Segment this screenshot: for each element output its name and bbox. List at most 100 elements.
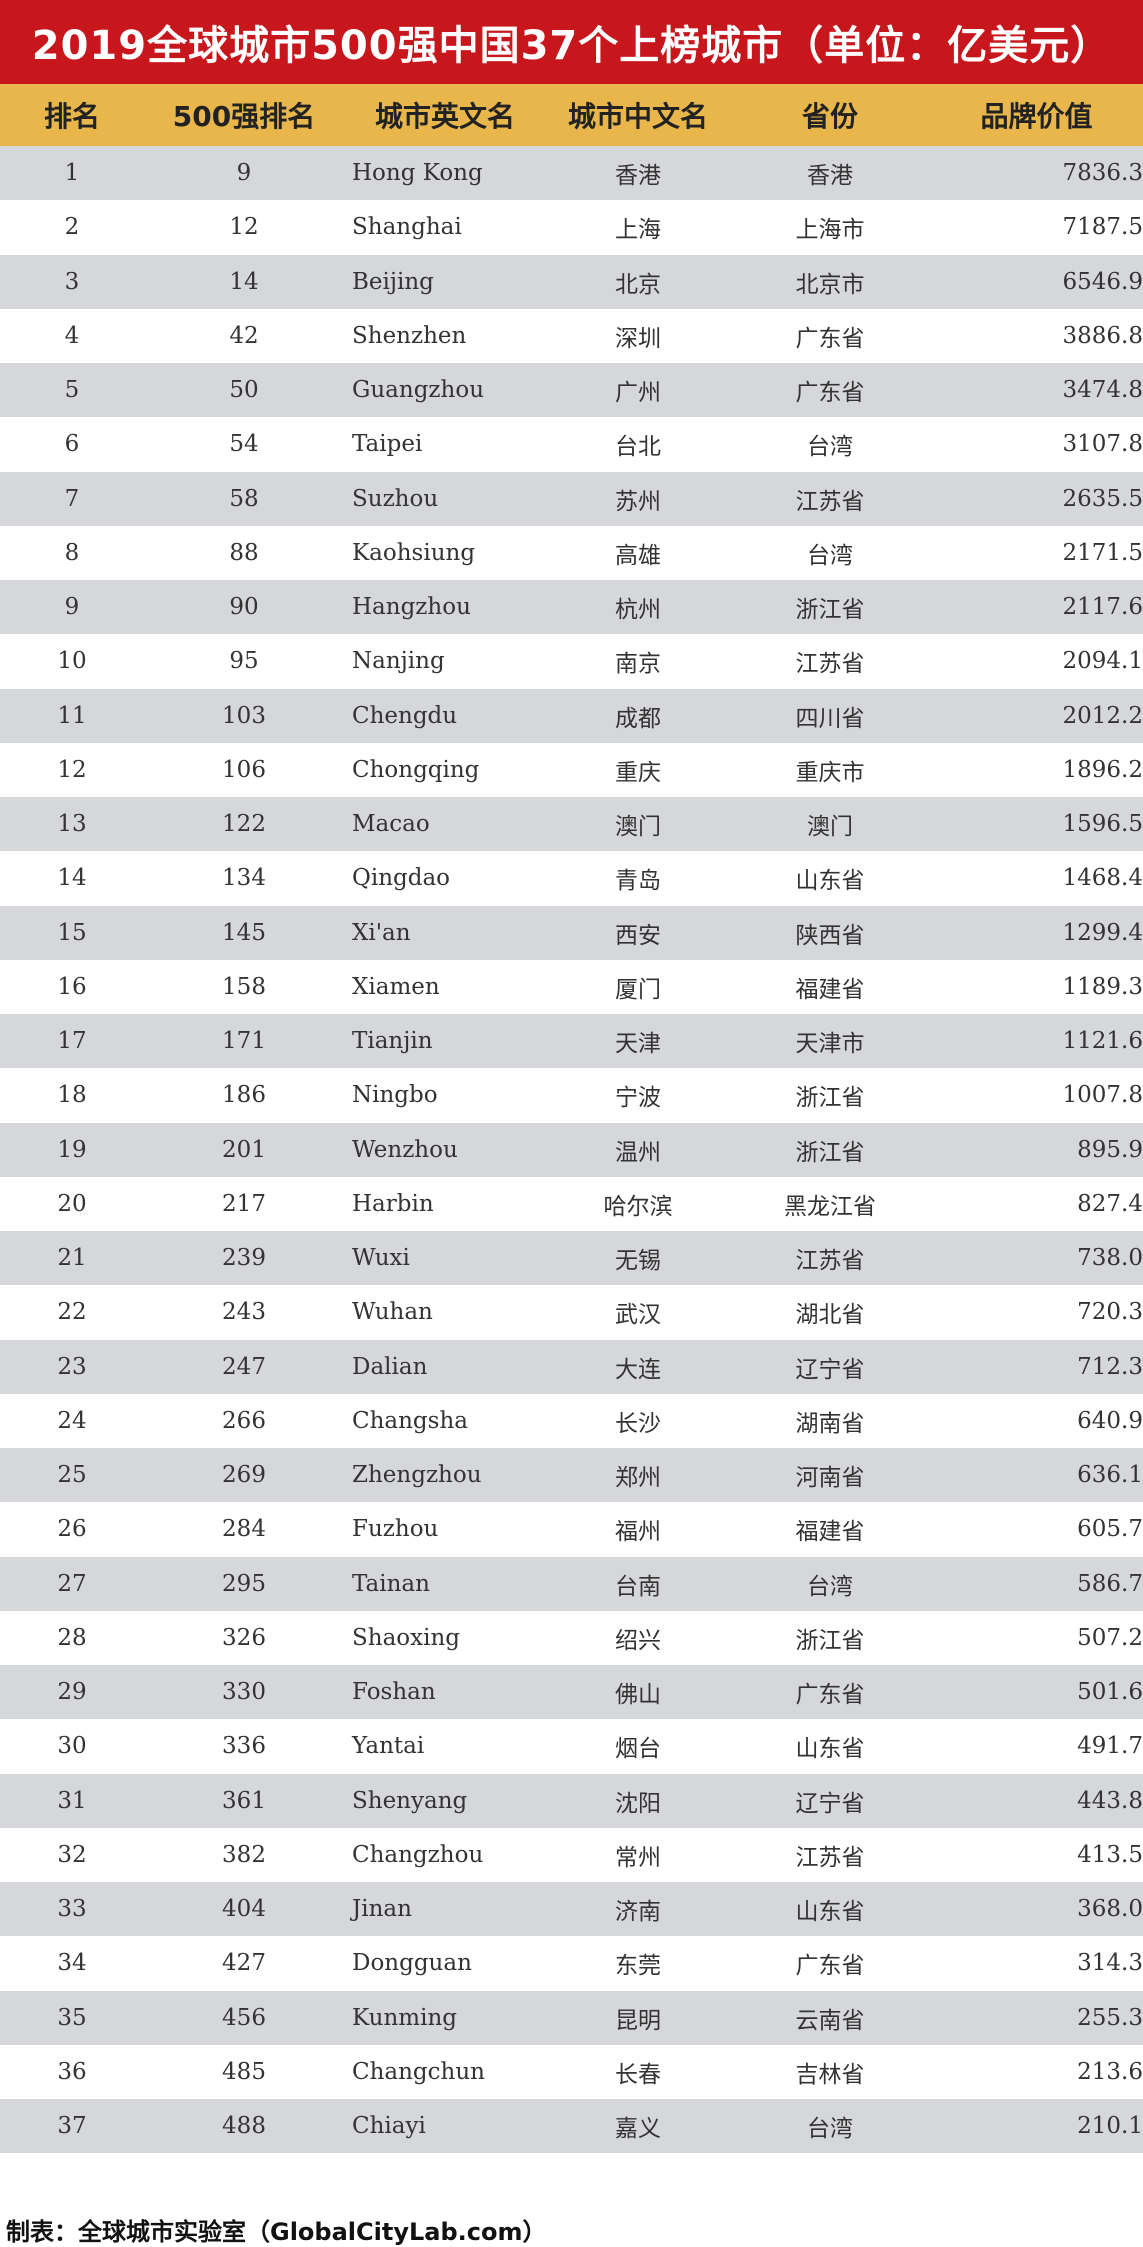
cell-brand-value: 7187.5 [930,214,1143,240]
cell-global-rank: 485 [144,2059,344,2085]
brand-value-text: 827.4 [983,1191,1143,1217]
cell-brand-value: 413.5 [930,1842,1143,1868]
cell-chinese-name: 香港 [546,156,730,190]
cell-english-name: Zhengzhou [344,1462,546,1488]
cell-global-rank: 239 [144,1245,344,1271]
cell-brand-value: 738.0 [930,1245,1143,1271]
brand-value-text: 255.3 [983,2005,1143,2031]
cell-global-rank: 103 [144,703,344,729]
cell-province: 江苏省 [730,482,930,516]
brand-value-text: 2635.5 [983,486,1143,512]
cell-english-name: Shaoxing [344,1625,546,1651]
cell-chinese-name: 南京 [546,644,730,678]
cell-province: 浙江省 [730,1621,930,1655]
cell-rank: 31 [0,1788,144,1814]
cell-province: 天津市 [730,1024,930,1058]
brand-value-text: 213.6 [983,2059,1143,2085]
cell-global-rank: 330 [144,1679,344,1705]
cell-global-rank: 145 [144,920,344,946]
cell-province: 浙江省 [730,1133,930,1167]
cell-rank: 34 [0,1950,144,1976]
cell-province: 北京市 [730,265,930,299]
table-row: 37 488 Chiayi 嘉义 台湾 210.1 [0,2099,1143,2153]
table-row: 27 295 Tainan 台南 台湾 586.7 [0,1557,1143,1611]
cell-brand-value: 586.7 [930,1571,1143,1597]
cell-province: 澳门 [730,807,930,841]
cell-rank: 13 [0,811,144,837]
source-footer: 制表：全球城市实验室（GlobalCityLab.com） [6,2212,546,2247]
brand-value-text: 720.3 [983,1299,1143,1325]
cell-brand-value: 640.9 [930,1408,1143,1434]
cell-brand-value: 712.3 [930,1354,1143,1380]
cell-province: 福建省 [730,1512,930,1546]
cell-chinese-name: 武汉 [546,1295,730,1329]
cell-chinese-name: 福州 [546,1512,730,1546]
cell-english-name: Tianjin [344,1028,546,1054]
cell-global-rank: 201 [144,1137,344,1163]
cell-global-rank: 88 [144,540,344,566]
cell-chinese-name: 常州 [546,1838,730,1872]
table-row: 30 336 Yantai 烟台 山东省 491.7 [0,1719,1143,1773]
cell-brand-value: 605.7 [930,1516,1143,1542]
cell-province: 山东省 [730,1729,930,1763]
table-row: 18 186 Ningbo 宁波 浙江省 1007.8 [0,1068,1143,1122]
cell-province: 福建省 [730,970,930,1004]
cell-rank: 19 [0,1137,144,1163]
brand-value-text: 605.7 [983,1516,1143,1542]
cell-rank: 23 [0,1354,144,1380]
cell-english-name: Beijing [344,269,546,295]
cell-global-rank: 295 [144,1571,344,1597]
table-row: 10 95 Nanjing 南京 江苏省 2094.1 [0,634,1143,688]
header-chinese-name: 城市中文名 [546,95,730,135]
cell-chinese-name: 哈尔滨 [546,1187,730,1221]
page-title: 2019全球城市500强中国37个上榜城市（单位：亿美元） [0,0,1143,84]
cell-chinese-name: 台北 [546,427,730,461]
cell-rank: 37 [0,2113,144,2139]
cell-chinese-name: 杭州 [546,590,730,624]
cell-chinese-name: 天津 [546,1024,730,1058]
cell-rank: 7 [0,486,144,512]
cell-province: 广东省 [730,1675,930,1709]
cell-province: 台湾 [730,1567,930,1601]
table-row: 33 404 Jinan 济南 山东省 368.0 [0,1882,1143,1936]
brand-value-text: 1121.6 [983,1028,1143,1054]
cell-global-rank: 326 [144,1625,344,1651]
cell-english-name: Hangzhou [344,594,546,620]
cell-english-name: Changchun [344,2059,546,2085]
cell-province: 江苏省 [730,644,930,678]
cell-global-rank: 14 [144,269,344,295]
cell-chinese-name: 苏州 [546,482,730,516]
cell-brand-value: 213.6 [930,2059,1143,2085]
cell-global-rank: 186 [144,1082,344,1108]
brand-value-text: 895.9 [983,1137,1143,1163]
cell-chinese-name: 青岛 [546,861,730,895]
table-row: 12 106 Chongqing 重庆 重庆市 1896.2 [0,743,1143,797]
cell-brand-value: 443.8 [930,1788,1143,1814]
brand-value-text: 738.0 [983,1245,1143,1271]
cell-brand-value: 1299.4 [930,920,1143,946]
cell-english-name: Xiamen [344,974,546,1000]
brand-value-text: 1596.5 [983,811,1143,837]
table-row: 15 145 Xi'an 西安 陕西省 1299.4 [0,906,1143,960]
brand-value-text: 7187.5 [983,214,1143,240]
cell-global-rank: 9 [144,160,344,186]
cell-rank: 21 [0,1245,144,1271]
cell-rank: 11 [0,703,144,729]
table-row: 3 14 Beijing 北京 北京市 6546.9 [0,255,1143,309]
brand-value-text: 314.3 [983,1950,1143,1976]
cell-brand-value: 210.1 [930,2113,1143,2139]
cell-province: 山东省 [730,861,930,895]
cell-rank: 36 [0,2059,144,2085]
cell-chinese-name: 烟台 [546,1729,730,1763]
cell-global-rank: 336 [144,1733,344,1759]
cell-global-rank: 171 [144,1028,344,1054]
cell-rank: 20 [0,1191,144,1217]
cell-brand-value: 2171.5 [930,540,1143,566]
cell-brand-value: 827.4 [930,1191,1143,1217]
cell-province: 黑龙江省 [730,1187,930,1221]
cell-english-name: Shenzhen [344,323,546,349]
cell-english-name: Tainan [344,1571,546,1597]
cell-chinese-name: 嘉义 [546,2109,730,2143]
cell-rank: 22 [0,1299,144,1325]
cell-global-rank: 243 [144,1299,344,1325]
